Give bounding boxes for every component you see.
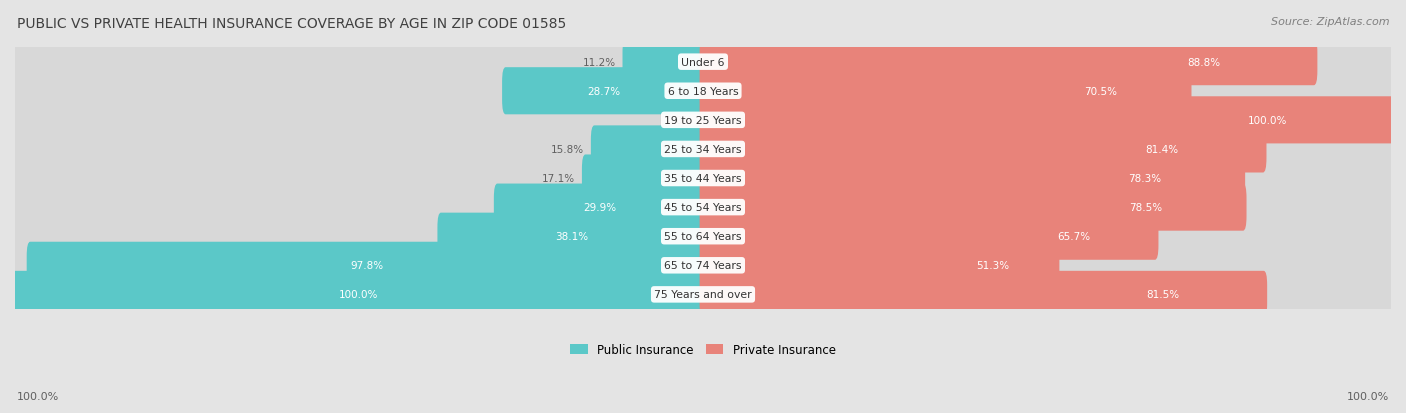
Text: 78.3%: 78.3% (1128, 173, 1161, 184)
FancyBboxPatch shape (700, 39, 1395, 86)
Text: 25 to 34 Years: 25 to 34 Years (664, 145, 742, 154)
Text: 75 Years and over: 75 Years and over (654, 290, 752, 300)
Text: 0.0%: 0.0% (666, 116, 693, 126)
FancyBboxPatch shape (700, 126, 1267, 173)
FancyBboxPatch shape (10, 98, 1396, 142)
FancyBboxPatch shape (700, 39, 1317, 86)
Legend: Public Insurance, Private Insurance: Public Insurance, Private Insurance (565, 338, 841, 361)
FancyBboxPatch shape (437, 213, 706, 260)
Text: 19 to 25 Years: 19 to 25 Years (664, 116, 742, 126)
FancyBboxPatch shape (10, 157, 1396, 201)
FancyBboxPatch shape (11, 97, 706, 144)
FancyBboxPatch shape (11, 242, 706, 289)
Text: 51.3%: 51.3% (976, 261, 1010, 271)
FancyBboxPatch shape (27, 242, 706, 289)
FancyBboxPatch shape (11, 184, 706, 231)
FancyBboxPatch shape (700, 97, 1395, 144)
FancyBboxPatch shape (700, 68, 1191, 115)
Text: PUBLIC VS PRIVATE HEALTH INSURANCE COVERAGE BY AGE IN ZIP CODE 01585: PUBLIC VS PRIVATE HEALTH INSURANCE COVER… (17, 17, 567, 31)
Text: 55 to 64 Years: 55 to 64 Years (664, 232, 742, 242)
FancyBboxPatch shape (11, 68, 706, 115)
Text: 88.8%: 88.8% (1188, 57, 1220, 67)
FancyBboxPatch shape (700, 242, 1059, 289)
FancyBboxPatch shape (700, 155, 1246, 202)
FancyBboxPatch shape (700, 213, 1159, 260)
FancyBboxPatch shape (623, 39, 706, 86)
FancyBboxPatch shape (11, 271, 706, 318)
Text: 70.5%: 70.5% (1084, 87, 1118, 97)
Text: 65 to 74 Years: 65 to 74 Years (664, 261, 742, 271)
Text: 81.5%: 81.5% (1146, 290, 1180, 300)
Text: Source: ZipAtlas.com: Source: ZipAtlas.com (1271, 17, 1389, 26)
FancyBboxPatch shape (10, 40, 1396, 85)
Text: 15.8%: 15.8% (551, 145, 583, 154)
Text: 81.4%: 81.4% (1146, 145, 1178, 154)
FancyBboxPatch shape (494, 184, 706, 231)
FancyBboxPatch shape (582, 155, 706, 202)
Text: 11.2%: 11.2% (582, 57, 616, 67)
Text: 100.0%: 100.0% (17, 391, 59, 401)
FancyBboxPatch shape (700, 271, 1267, 318)
FancyBboxPatch shape (10, 273, 1396, 317)
FancyBboxPatch shape (11, 39, 706, 86)
FancyBboxPatch shape (11, 155, 706, 202)
Text: Under 6: Under 6 (682, 57, 724, 67)
FancyBboxPatch shape (10, 215, 1396, 259)
FancyBboxPatch shape (700, 68, 1395, 115)
FancyBboxPatch shape (700, 184, 1395, 231)
Text: 35 to 44 Years: 35 to 44 Years (664, 173, 742, 184)
Text: 100.0%: 100.0% (1347, 391, 1389, 401)
FancyBboxPatch shape (10, 244, 1396, 288)
Text: 78.5%: 78.5% (1129, 203, 1163, 213)
FancyBboxPatch shape (11, 126, 706, 173)
Text: 97.8%: 97.8% (350, 261, 382, 271)
FancyBboxPatch shape (700, 97, 1395, 144)
FancyBboxPatch shape (700, 184, 1247, 231)
FancyBboxPatch shape (700, 242, 1395, 289)
FancyBboxPatch shape (700, 271, 1395, 318)
Text: 65.7%: 65.7% (1057, 232, 1090, 242)
Text: 17.1%: 17.1% (541, 173, 575, 184)
FancyBboxPatch shape (700, 155, 1395, 202)
Text: 6 to 18 Years: 6 to 18 Years (668, 87, 738, 97)
FancyBboxPatch shape (11, 213, 706, 260)
FancyBboxPatch shape (11, 271, 706, 318)
FancyBboxPatch shape (10, 128, 1396, 172)
FancyBboxPatch shape (700, 126, 1395, 173)
Text: 100.0%: 100.0% (339, 290, 378, 300)
Text: 100.0%: 100.0% (1247, 116, 1286, 126)
Text: 28.7%: 28.7% (588, 87, 621, 97)
FancyBboxPatch shape (10, 185, 1396, 230)
FancyBboxPatch shape (700, 213, 1395, 260)
FancyBboxPatch shape (591, 126, 706, 173)
FancyBboxPatch shape (10, 69, 1396, 114)
FancyBboxPatch shape (502, 68, 706, 115)
Text: 45 to 54 Years: 45 to 54 Years (664, 203, 742, 213)
Text: 29.9%: 29.9% (583, 203, 617, 213)
Text: 38.1%: 38.1% (555, 232, 589, 242)
